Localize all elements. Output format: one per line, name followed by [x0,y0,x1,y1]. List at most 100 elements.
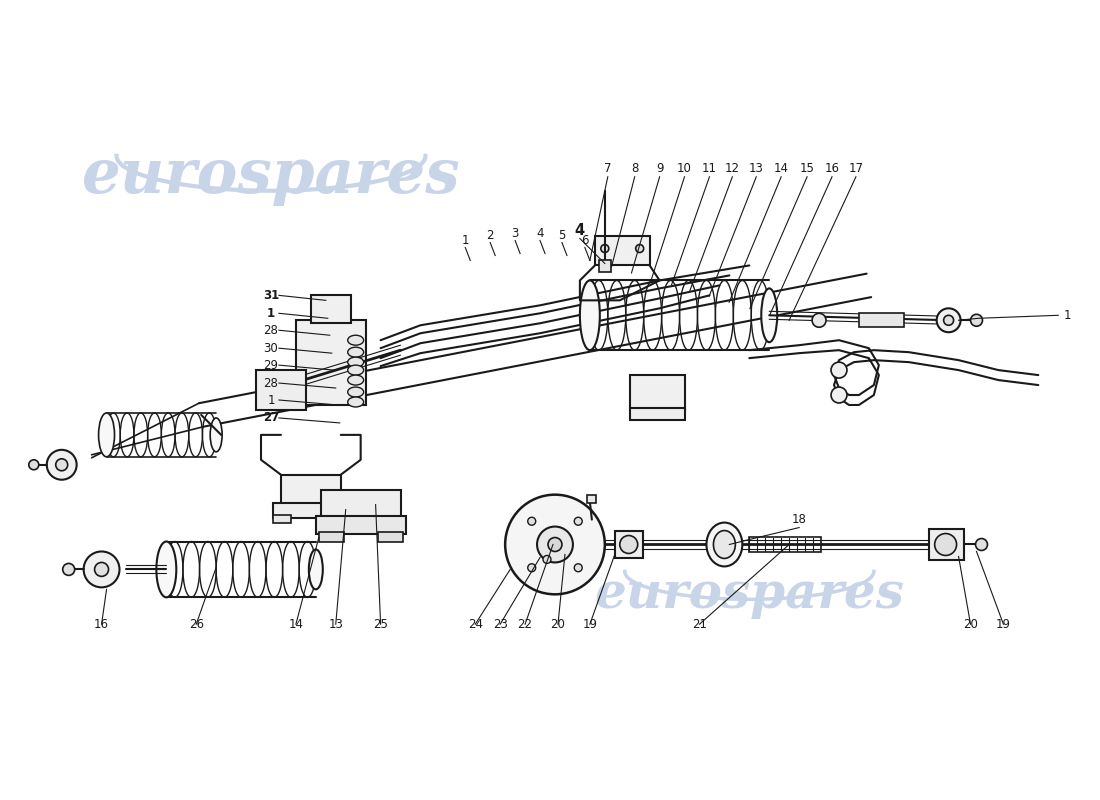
Text: 13: 13 [749,162,763,175]
Ellipse shape [348,375,364,385]
Bar [629,408,684,420]
Text: eurospares: eurospares [594,570,904,619]
Text: 27: 27 [263,411,279,425]
Bar [316,515,406,534]
Circle shape [528,564,536,572]
Circle shape [574,564,582,572]
Text: 5: 5 [559,229,565,242]
Text: 8: 8 [631,162,638,175]
Circle shape [574,518,582,526]
Text: 24: 24 [468,618,483,630]
Text: 26: 26 [189,618,204,630]
Text: 11: 11 [702,162,717,175]
Text: 14: 14 [773,162,789,175]
Circle shape [830,362,847,378]
Circle shape [548,538,562,551]
Text: 1: 1 [462,234,469,247]
Text: 3: 3 [512,227,519,240]
Bar [377,531,403,542]
Text: 13: 13 [328,618,343,630]
Ellipse shape [309,550,322,590]
Ellipse shape [348,357,364,367]
Bar [319,531,343,542]
Text: 20: 20 [964,618,978,630]
Text: eurospares: eurospares [81,146,460,206]
Text: 29: 29 [264,358,278,372]
Ellipse shape [348,335,364,345]
Circle shape [830,387,847,403]
Bar [615,530,642,558]
Ellipse shape [348,397,364,407]
Circle shape [95,562,109,576]
Circle shape [543,555,551,563]
Bar [587,494,596,502]
Text: 1: 1 [267,394,275,406]
Circle shape [63,563,75,575]
Bar [321,490,400,518]
Bar [595,235,650,266]
Circle shape [29,460,38,470]
Text: 7: 7 [604,162,612,175]
Text: 21: 21 [692,618,707,630]
Bar [273,514,290,522]
Ellipse shape [714,530,736,558]
Text: 16: 16 [825,162,839,175]
Text: 9: 9 [656,162,663,175]
Text: 15: 15 [800,162,814,175]
Ellipse shape [580,281,600,350]
Bar [280,474,341,505]
Circle shape [528,518,536,526]
Ellipse shape [99,413,114,457]
Text: 31: 31 [263,289,279,302]
Bar [629,375,684,410]
Text: 18: 18 [792,513,806,526]
Circle shape [619,535,638,554]
Circle shape [812,314,826,327]
Text: 25: 25 [373,618,388,630]
Text: 28: 28 [264,377,278,390]
Bar [598,261,611,273]
Text: 20: 20 [550,618,565,630]
Circle shape [84,551,120,587]
Text: 12: 12 [725,162,740,175]
Ellipse shape [156,542,176,598]
Ellipse shape [348,347,364,357]
Text: 19: 19 [996,618,1011,630]
Circle shape [976,538,988,550]
Text: 19: 19 [582,618,597,630]
Circle shape [970,314,982,326]
Bar [859,314,904,327]
Ellipse shape [706,522,743,566]
Circle shape [935,534,957,555]
Text: 4: 4 [537,227,543,240]
Text: 16: 16 [95,618,109,630]
Text: 22: 22 [518,618,532,630]
Ellipse shape [348,365,364,375]
Circle shape [47,450,77,480]
Text: 30: 30 [264,342,278,354]
Circle shape [537,526,573,562]
Circle shape [56,458,68,470]
Bar [331,514,349,522]
Circle shape [944,315,954,326]
Ellipse shape [210,418,222,452]
Text: 4: 4 [575,223,585,238]
Bar [749,537,821,553]
Bar [256,370,306,410]
Bar [311,295,351,323]
Text: 6: 6 [581,234,589,247]
Text: 28: 28 [264,324,278,337]
Text: 1: 1 [267,307,275,320]
Ellipse shape [761,288,778,342]
Text: 17: 17 [848,162,864,175]
Text: 1: 1 [1064,309,1070,322]
Bar [273,502,349,518]
Text: 23: 23 [493,618,507,630]
Bar [928,529,964,561]
Text: 2: 2 [486,229,494,242]
Circle shape [937,308,960,332]
Circle shape [601,245,608,253]
Bar [296,320,365,405]
Ellipse shape [348,387,364,397]
Text: 10: 10 [678,162,692,175]
